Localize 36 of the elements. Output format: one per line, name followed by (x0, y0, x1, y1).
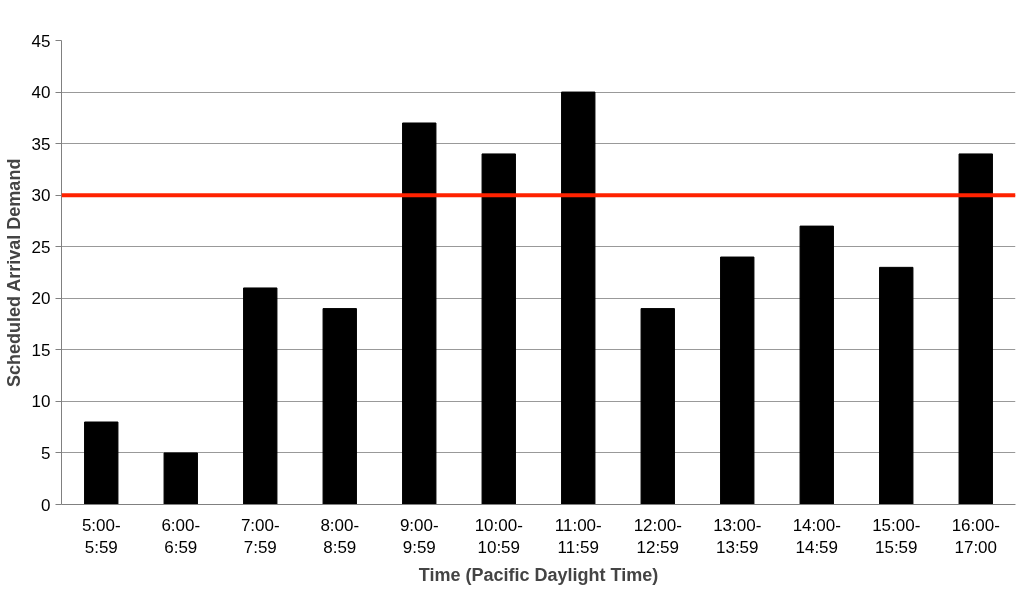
y-axis-title: Scheduled Arrival Demand (3, 158, 24, 388)
bar (243, 287, 278, 505)
y-tick-label: 40 (31, 83, 51, 103)
x-tick-label: 8:00- 8:59 (320, 515, 360, 558)
y-tick-label: 0 (41, 495, 51, 515)
y-tick-label: 25 (31, 237, 51, 257)
y-tick-label: 30 (31, 186, 51, 206)
y-tick-label: 35 (31, 134, 51, 154)
x-tick-label: 16:00- 17:00 (951, 515, 1000, 558)
bar (84, 421, 119, 505)
bar (640, 308, 675, 505)
y-tick-label: 45 (31, 31, 51, 51)
x-tick-label: 11:00- 11:59 (554, 515, 602, 558)
x-tick-label: 7:00- 7:59 (240, 515, 280, 558)
x-tick-label: 14:00- 14:59 (792, 515, 841, 558)
x-tick-label: 10:00- 10:59 (474, 515, 523, 558)
bar (402, 122, 437, 505)
x-tick-label: 5:00- 5:59 (81, 515, 121, 558)
x-tick-label: 13:00- 13:59 (713, 515, 762, 558)
bar (481, 153, 516, 505)
y-tick-label: 15 (31, 340, 51, 360)
x-tick-label: 15:00- 15:59 (872, 515, 921, 558)
x-tick-label: 9:00- 9:59 (399, 515, 439, 558)
y-tick-label: 20 (31, 289, 51, 309)
y-tick-label: 10 (31, 392, 51, 412)
bar (322, 308, 357, 505)
bar (799, 225, 834, 505)
bar (720, 256, 755, 505)
x-tick-label: 6:00- 6:59 (161, 515, 201, 558)
bar (879, 266, 914, 505)
y-tick-label: 5 (41, 443, 51, 463)
bar (163, 452, 198, 505)
bar (561, 91, 596, 505)
x-tick-label: 12:00- 12:59 (633, 515, 682, 558)
x-axis-title: Time (Pacific Daylight Time) (418, 565, 659, 586)
bar (958, 153, 993, 505)
